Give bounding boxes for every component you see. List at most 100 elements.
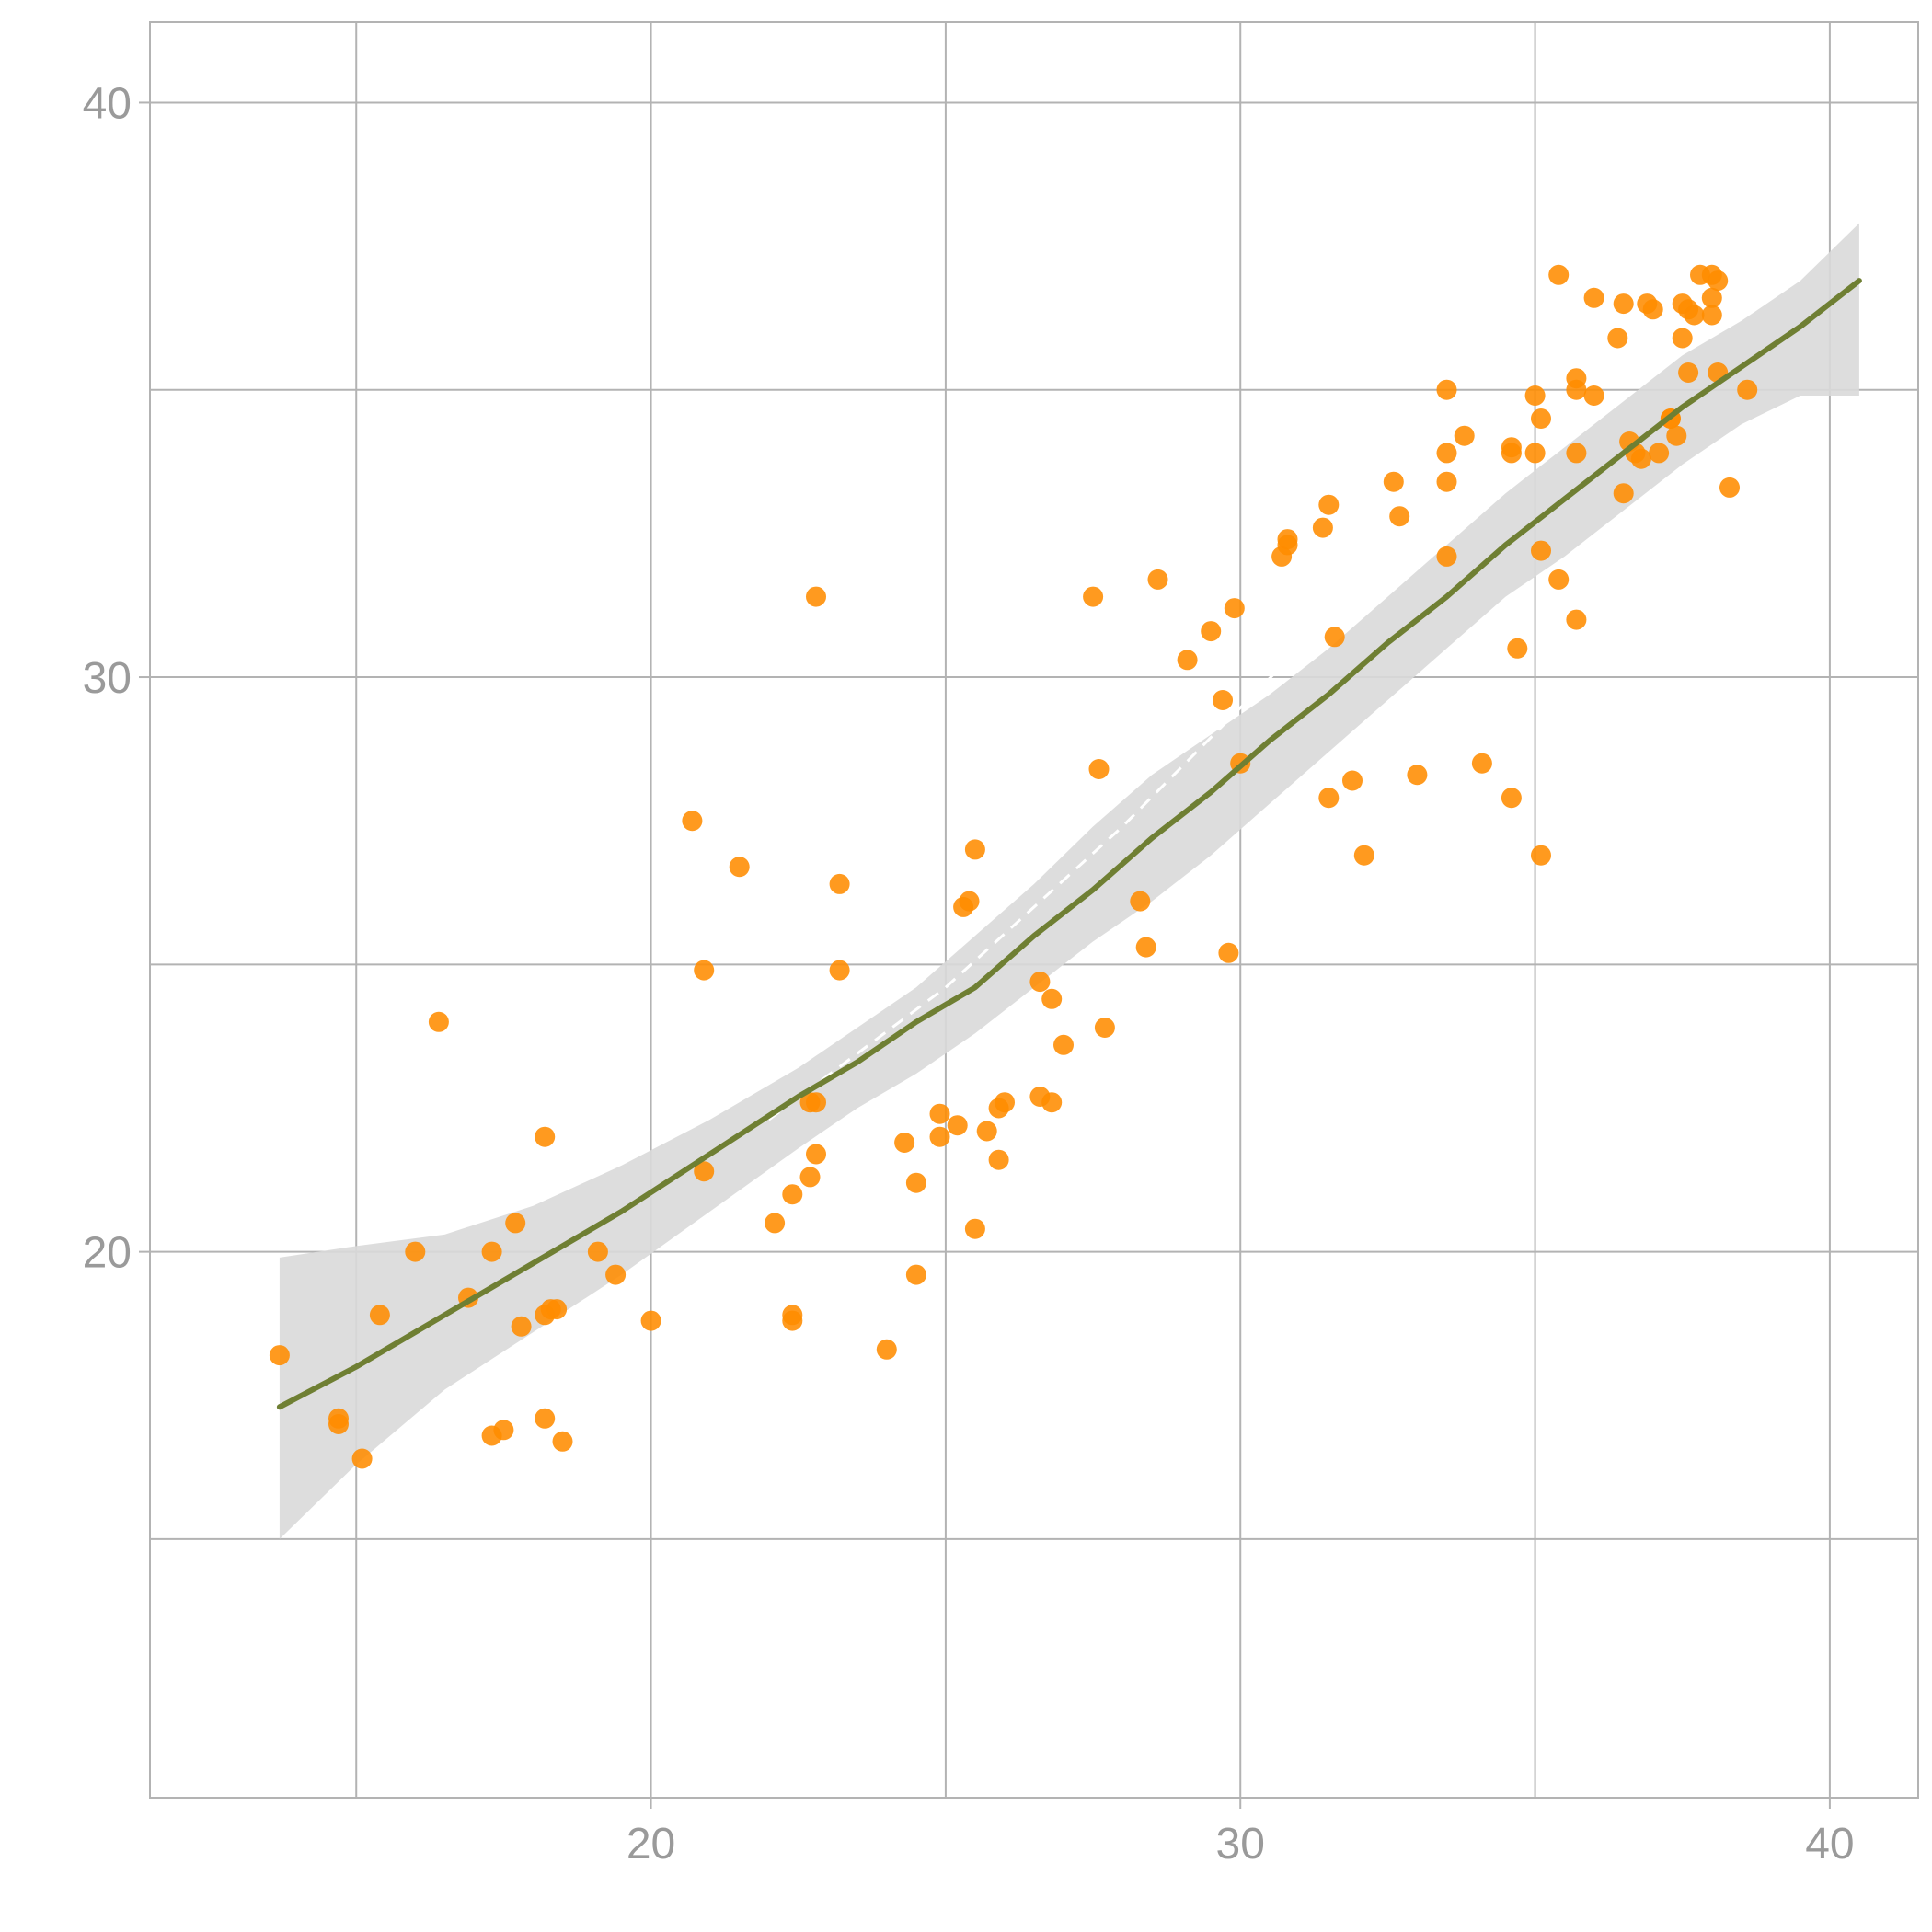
data-point [481,1241,502,1262]
data-point [1507,638,1528,659]
data-point [694,960,715,981]
y-axis: 20 30 40 [83,79,150,1278]
data-point [1083,586,1104,607]
data-point [1613,483,1634,504]
data-point [782,1310,803,1331]
data-point [1548,264,1570,285]
y-tick-label: 20 [83,1229,132,1278]
data-point [1353,845,1374,866]
data-point [947,1115,968,1136]
x-tick-label: 20 [627,1820,675,1869]
data-point [806,1144,826,1165]
data-point [1684,305,1705,326]
data-point [552,1431,573,1452]
data-point [1135,937,1156,958]
smooth-line [276,278,1862,1410]
data-point [369,1305,390,1326]
data-point [964,839,985,860]
data-point [799,1167,821,1188]
data-point [1583,385,1604,406]
data-point [1471,753,1492,774]
data-point [1147,569,1168,590]
data-point [1642,299,1663,320]
data-point [929,1126,950,1147]
data-point [1342,770,1363,791]
data-point [1531,540,1551,561]
data-point [1708,270,1729,292]
data-point [1672,328,1693,349]
x-axis: 20 30 40 [627,1798,1855,1869]
data-point [1613,293,1634,315]
data-point [1088,759,1110,779]
data-point [1719,477,1740,498]
data-point [1436,443,1457,464]
data-point [1130,891,1151,912]
data-point [1318,788,1340,809]
data-point [1678,362,1699,383]
data-point [1436,546,1457,567]
data-point [493,1420,514,1441]
data-point [806,586,826,607]
confidence-band-layer [279,223,1859,1539]
data-point [806,1092,826,1113]
data-point [782,1184,803,1205]
data-point [1053,1034,1074,1055]
data-point [1583,287,1604,308]
data-point [905,1264,926,1285]
data-point [1218,942,1239,963]
data-point [959,891,980,912]
data-point [1383,471,1404,492]
data-point [1041,988,1063,1009]
data-point [894,1133,915,1153]
confidence-band [279,223,1859,1539]
data-point [535,1126,556,1147]
data-point [640,1310,661,1331]
data-point [1548,569,1570,590]
data-point [328,1414,349,1434]
data-point [1531,845,1551,866]
y-tick-label: 30 [83,654,132,703]
data-point [1666,425,1687,446]
data-point [428,1011,449,1032]
data-point [1277,529,1298,550]
data-point [405,1241,426,1262]
data-point [829,873,850,894]
data-point [1029,972,1051,993]
data-point [505,1213,526,1234]
data-point [1531,408,1551,429]
data-point [1094,1018,1115,1038]
data-point [605,1264,627,1285]
data-point [535,1408,556,1429]
data-point [1407,765,1428,786]
data-point [682,811,703,832]
data-point [995,1092,1015,1113]
data-point [729,857,750,878]
data-point [1501,443,1522,464]
data-point [876,1339,897,1360]
data-point [1041,1092,1063,1113]
data-point [1177,650,1198,671]
data-point [905,1172,926,1193]
data-point [1607,328,1628,349]
data-point [1318,494,1340,515]
data-point [1566,609,1587,630]
x-tick-label: 40 [1805,1820,1854,1869]
data-point [1436,471,1457,492]
data-points-layer [269,264,1758,1469]
data-point [587,1241,608,1262]
data-point [269,1345,290,1366]
reference-line-layer [767,463,1478,1121]
data-point [1737,379,1758,400]
data-point [1630,448,1651,469]
data-point [1566,379,1587,400]
data-point [546,1299,568,1320]
data-point [1701,287,1722,308]
data-point [1454,425,1475,446]
data-point [1566,443,1587,464]
data-point [929,1103,950,1124]
x-tick-label: 30 [1216,1820,1265,1869]
data-point [829,960,850,981]
data-point [1224,598,1245,619]
data-point [351,1448,373,1469]
